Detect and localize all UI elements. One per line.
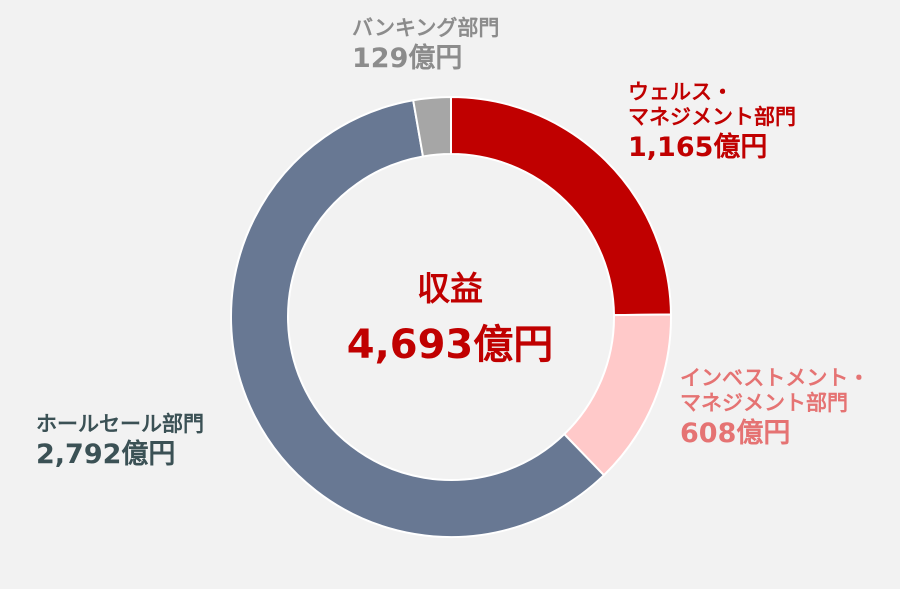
label-value: 608億円 [680, 418, 791, 450]
label-value: 129億円 [352, 43, 463, 75]
chart-title: 収益 [417, 269, 483, 308]
label-value: 1,165億円 [628, 132, 768, 164]
label-banking: バンキング部門 129億円 [352, 16, 499, 76]
label-name: ホールセール部門 [36, 412, 204, 436]
label-name: バンキング部門 [352, 16, 500, 40]
chart-total: 4,693億円 [346, 322, 554, 368]
label-name-line1: インベストメント・ [680, 366, 870, 390]
label-wealth-management: ウェルス・ マネジメント部門 1,165億円 [628, 80, 796, 165]
label-name-line1: ウェルス・ [628, 80, 733, 104]
slice-wholesale [230, 99, 606, 538]
label-name-line2: マネジメント部門 [680, 391, 848, 416]
slice-banking [412, 95, 452, 158]
label-name-line2: マネジメント部門 [628, 105, 796, 130]
label-investment-management: インベストメント・ マネジメント部門 608億円 [680, 366, 869, 451]
label-value: 2,792億円 [36, 439, 176, 471]
label-wholesale: ホールセール部門 2,792億円 [36, 412, 204, 472]
chart-center-label: 収益 4,693億円 [330, 262, 570, 370]
